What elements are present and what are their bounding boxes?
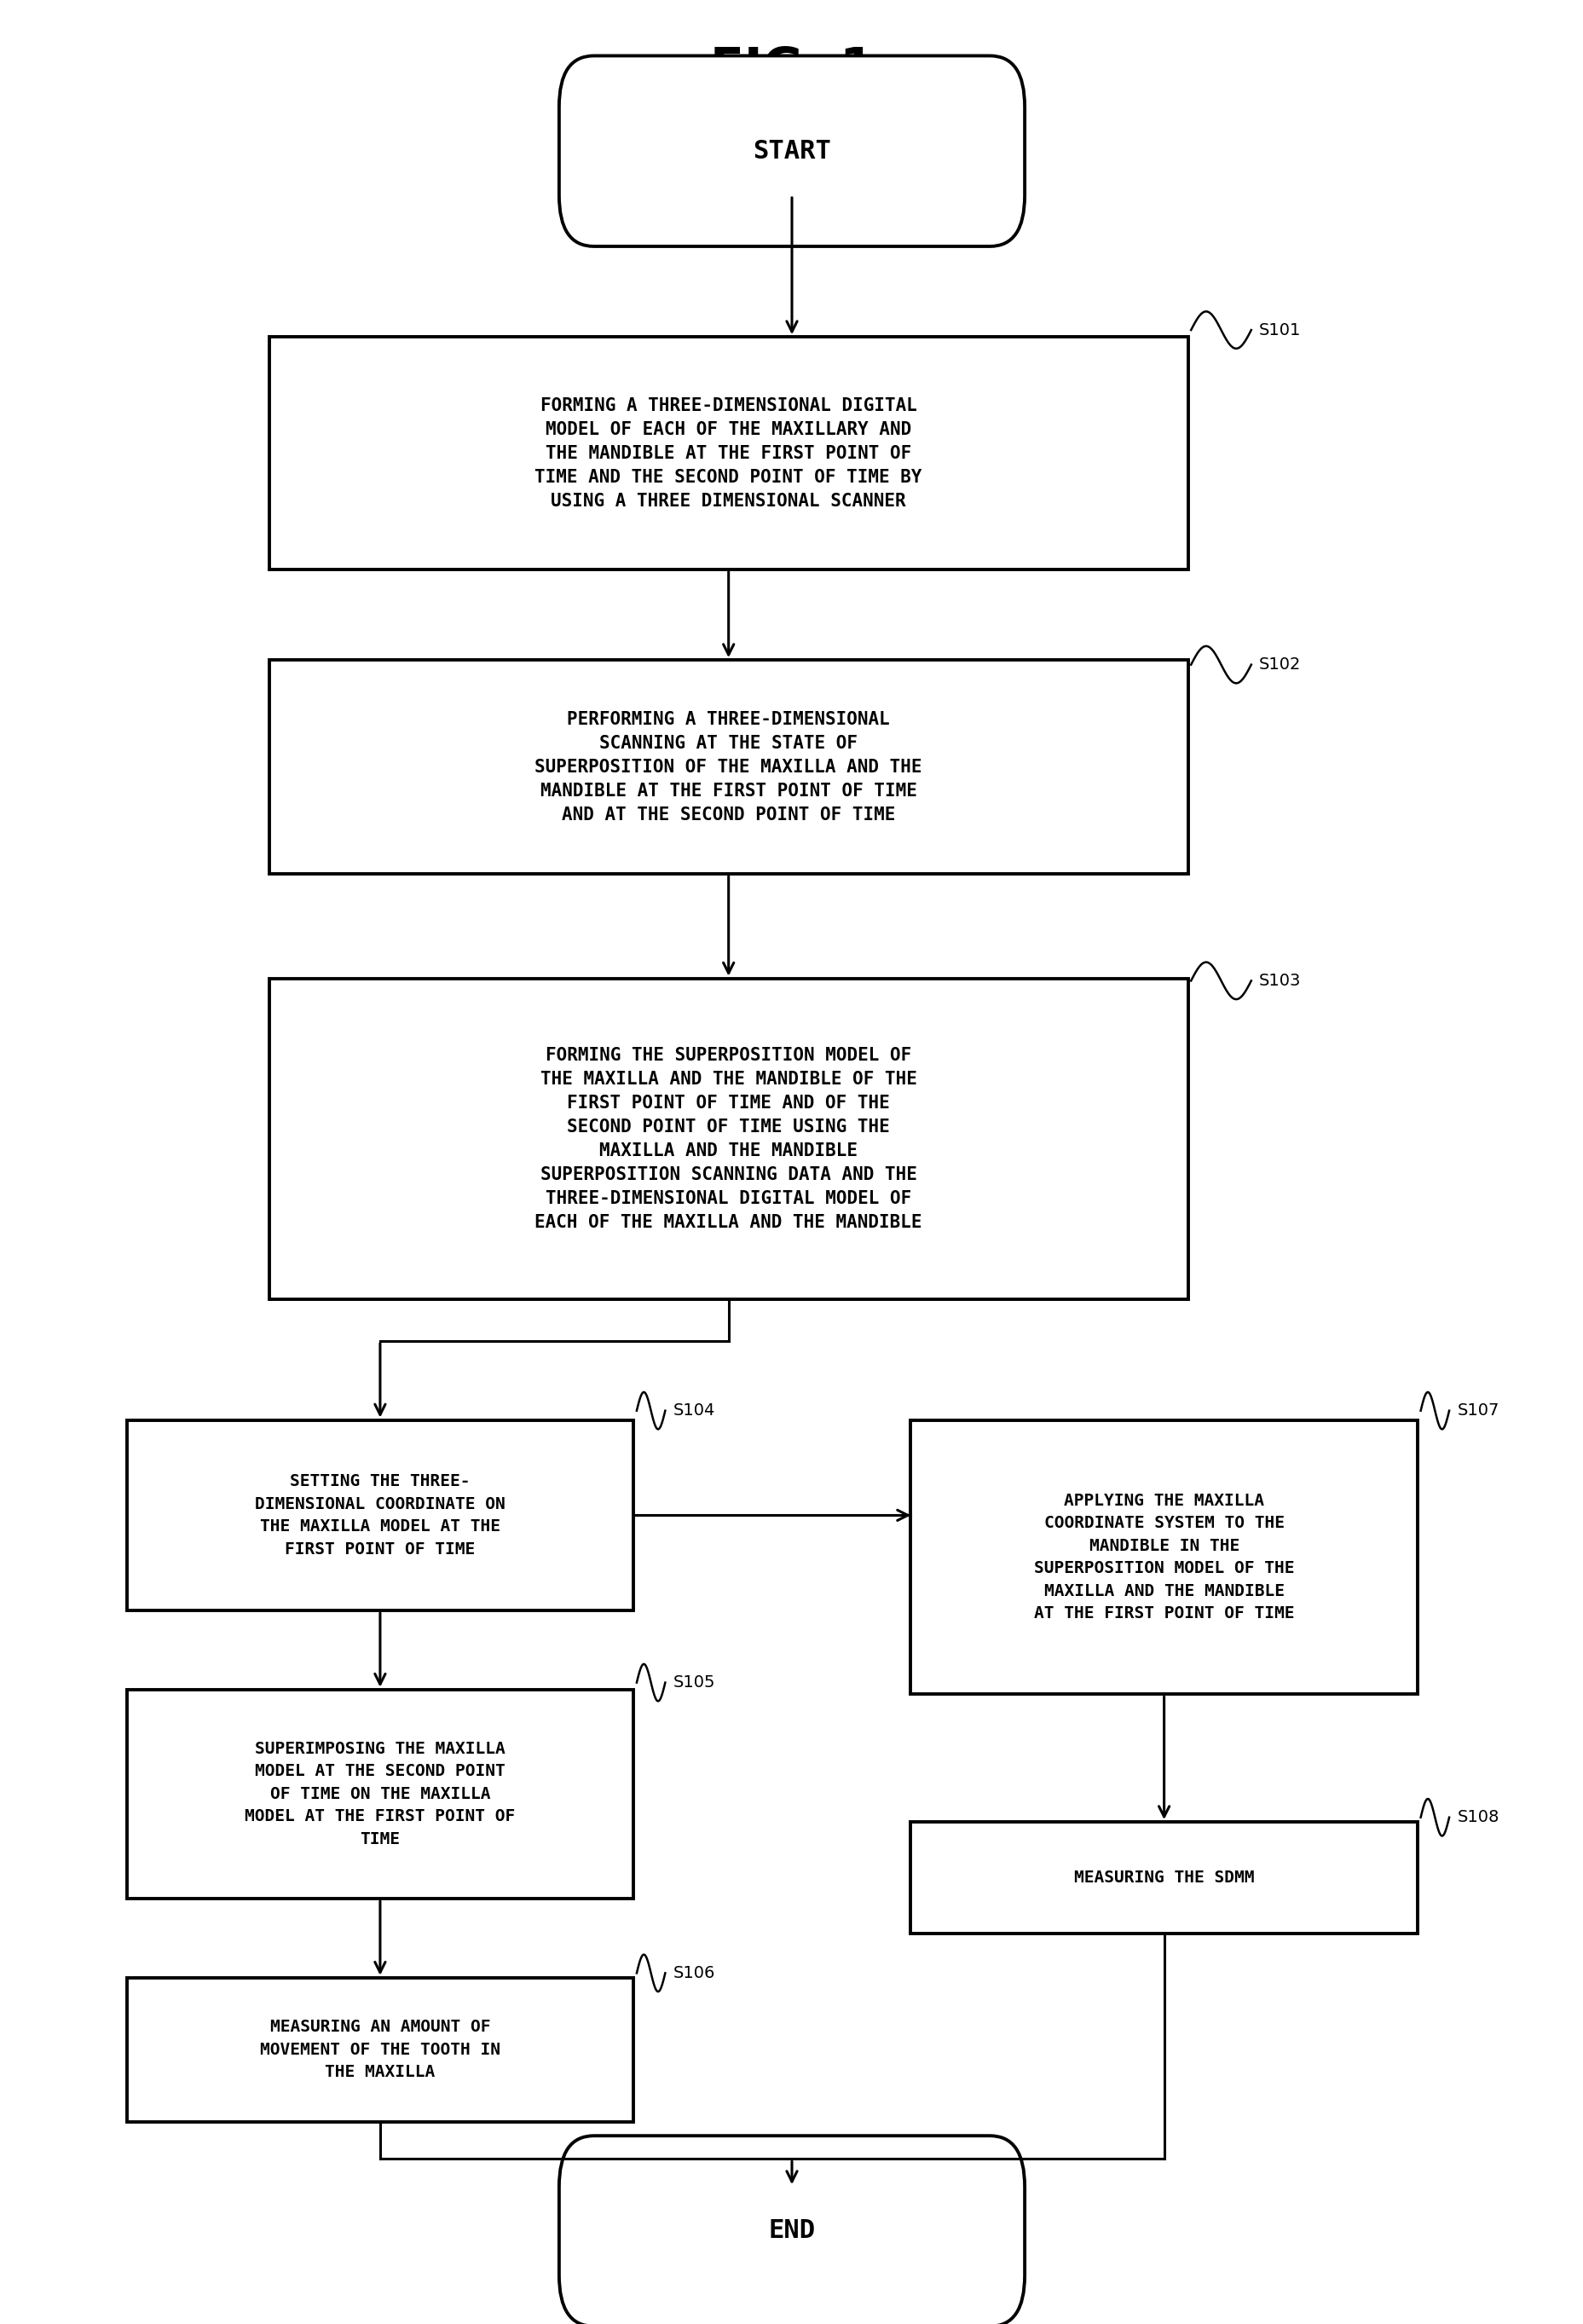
Bar [269,660,1187,874]
Text: MEASURING THE SDMM: MEASURING THE SDMM [1073,1871,1254,1885]
FancyBboxPatch shape [559,2136,1024,2324]
Text: SUPERIMPOSING THE MAXILLA
MODEL AT THE SECOND POINT
OF TIME ON THE MAXILLA
MODEL: SUPERIMPOSING THE MAXILLA MODEL AT THE S… [245,1741,514,1848]
Text: S107: S107 [1456,1404,1499,1418]
Text: S101: S101 [1258,323,1301,337]
Text: END: END [768,2219,815,2243]
Text: START: START [752,139,831,163]
Text: S105: S105 [673,1676,716,1690]
Text: APPLYING THE MAXILLA
COORDINATE SYSTEM TO THE
MANDIBLE IN THE
SUPERPOSITION MODE: APPLYING THE MAXILLA COORDINATE SYSTEM T… [1034,1492,1293,1622]
Text: S103: S103 [1258,974,1301,988]
Text: S106: S106 [673,1966,716,1980]
Bar [127,1420,633,1611]
Text: S102: S102 [1258,658,1301,672]
Bar [910,1822,1417,1934]
Text: S108: S108 [1456,1810,1499,1824]
Text: FORMING A THREE-DIMENSIONAL DIGITAL
MODEL OF EACH OF THE MAXILLARY AND
THE MANDI: FORMING A THREE-DIMENSIONAL DIGITAL MODE… [535,397,921,509]
Text: SETTING THE THREE-
DIMENSIONAL COORDINATE ON
THE MAXILLA MODEL AT THE
FIRST POIN: SETTING THE THREE- DIMENSIONAL COORDINAT… [255,1473,505,1557]
Text: FORMING THE SUPERPOSITION MODEL OF
THE MAXILLA AND THE MANDIBLE OF THE
FIRST POI: FORMING THE SUPERPOSITION MODEL OF THE M… [535,1046,921,1232]
Bar [269,337,1187,569]
FancyBboxPatch shape [559,56,1024,246]
Bar [269,978,1187,1299]
Text: S104: S104 [673,1404,716,1418]
Bar [127,1690,633,1899]
Bar [127,1978,633,2122]
Bar [910,1420,1417,1694]
Text: FIG. 1: FIG. 1 [709,46,874,93]
Text: MEASURING AN AMOUNT OF
MOVEMENT OF THE TOOTH IN
THE MAXILLA: MEASURING AN AMOUNT OF MOVEMENT OF THE T… [260,2020,500,2080]
Text: PERFORMING A THREE-DIMENSIONAL
SCANNING AT THE STATE OF
SUPERPOSITION OF THE MAX: PERFORMING A THREE-DIMENSIONAL SCANNING … [535,711,921,823]
